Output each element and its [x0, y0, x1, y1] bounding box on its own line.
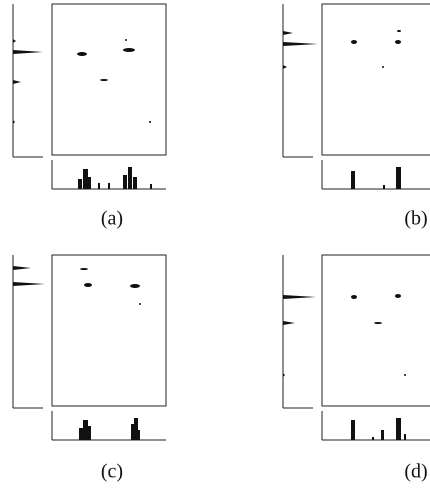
- profile-peak: [404, 434, 406, 440]
- face-feature: [351, 295, 357, 299]
- caption: (c): [101, 461, 123, 483]
- image-frame: [322, 4, 430, 155]
- caption: (d): [404, 461, 427, 483]
- profile-peak: [79, 428, 83, 440]
- profile-peak: [396, 418, 401, 440]
- profile-spike: [13, 80, 21, 84]
- profile-peak: [351, 171, 355, 189]
- face-feature: [139, 303, 141, 305]
- face-feature: [395, 40, 401, 44]
- face-feature: [404, 374, 406, 376]
- profile-peak: [138, 430, 140, 440]
- profile-peak: [351, 420, 355, 440]
- profile-peak: [150, 184, 152, 189]
- face-feature: [149, 121, 151, 123]
- face-feature: [351, 40, 357, 44]
- profile-peak: [78, 179, 82, 189]
- profile-peak: [381, 430, 384, 440]
- profile-spike: [283, 373, 285, 377]
- face-feature: [382, 66, 384, 68]
- face-feature: [100, 79, 108, 81]
- profile-spike: [13, 50, 43, 54]
- profile-spike: [283, 31, 293, 35]
- face-feature: [395, 294, 401, 298]
- profile-peak: [98, 183, 100, 189]
- profile-peak: [83, 169, 88, 189]
- figure: (a) (b) (c) (d): [0, 0, 430, 488]
- profile-spike: [13, 39, 16, 43]
- face-feature: [130, 284, 140, 288]
- profile-peak: [133, 177, 137, 189]
- profile-spike: [283, 42, 318, 46]
- face-feature: [77, 52, 87, 56]
- profile-peak: [123, 175, 127, 189]
- face-feature: [84, 283, 92, 287]
- face-feature: [125, 39, 127, 41]
- caption: (b): [404, 208, 427, 230]
- caption: (a): [101, 208, 123, 230]
- image-frame: [322, 255, 430, 406]
- profile-spike: [13, 266, 31, 270]
- profile-peak: [383, 185, 385, 189]
- profile-peak: [131, 424, 134, 440]
- face-feature: [80, 268, 88, 270]
- profile-peak: [88, 177, 91, 189]
- profile-peak: [88, 426, 91, 440]
- profile-peak: [134, 418, 138, 440]
- face-feature: [123, 48, 135, 52]
- face-feature: [397, 30, 401, 32]
- image-frame: [52, 4, 166, 155]
- profile-peak: [372, 437, 374, 440]
- profile-spike: [283, 321, 295, 325]
- face-feature: [374, 322, 382, 324]
- profile-peak: [83, 420, 88, 440]
- profile-spike: [283, 295, 316, 299]
- profile-peak: [108, 183, 110, 189]
- profile-spike: [283, 65, 287, 69]
- profile-spike: [13, 282, 45, 286]
- profile-spike: [13, 120, 15, 124]
- image-frame: [52, 255, 166, 406]
- profile-peak: [128, 167, 132, 189]
- profile-peak: [396, 167, 401, 189]
